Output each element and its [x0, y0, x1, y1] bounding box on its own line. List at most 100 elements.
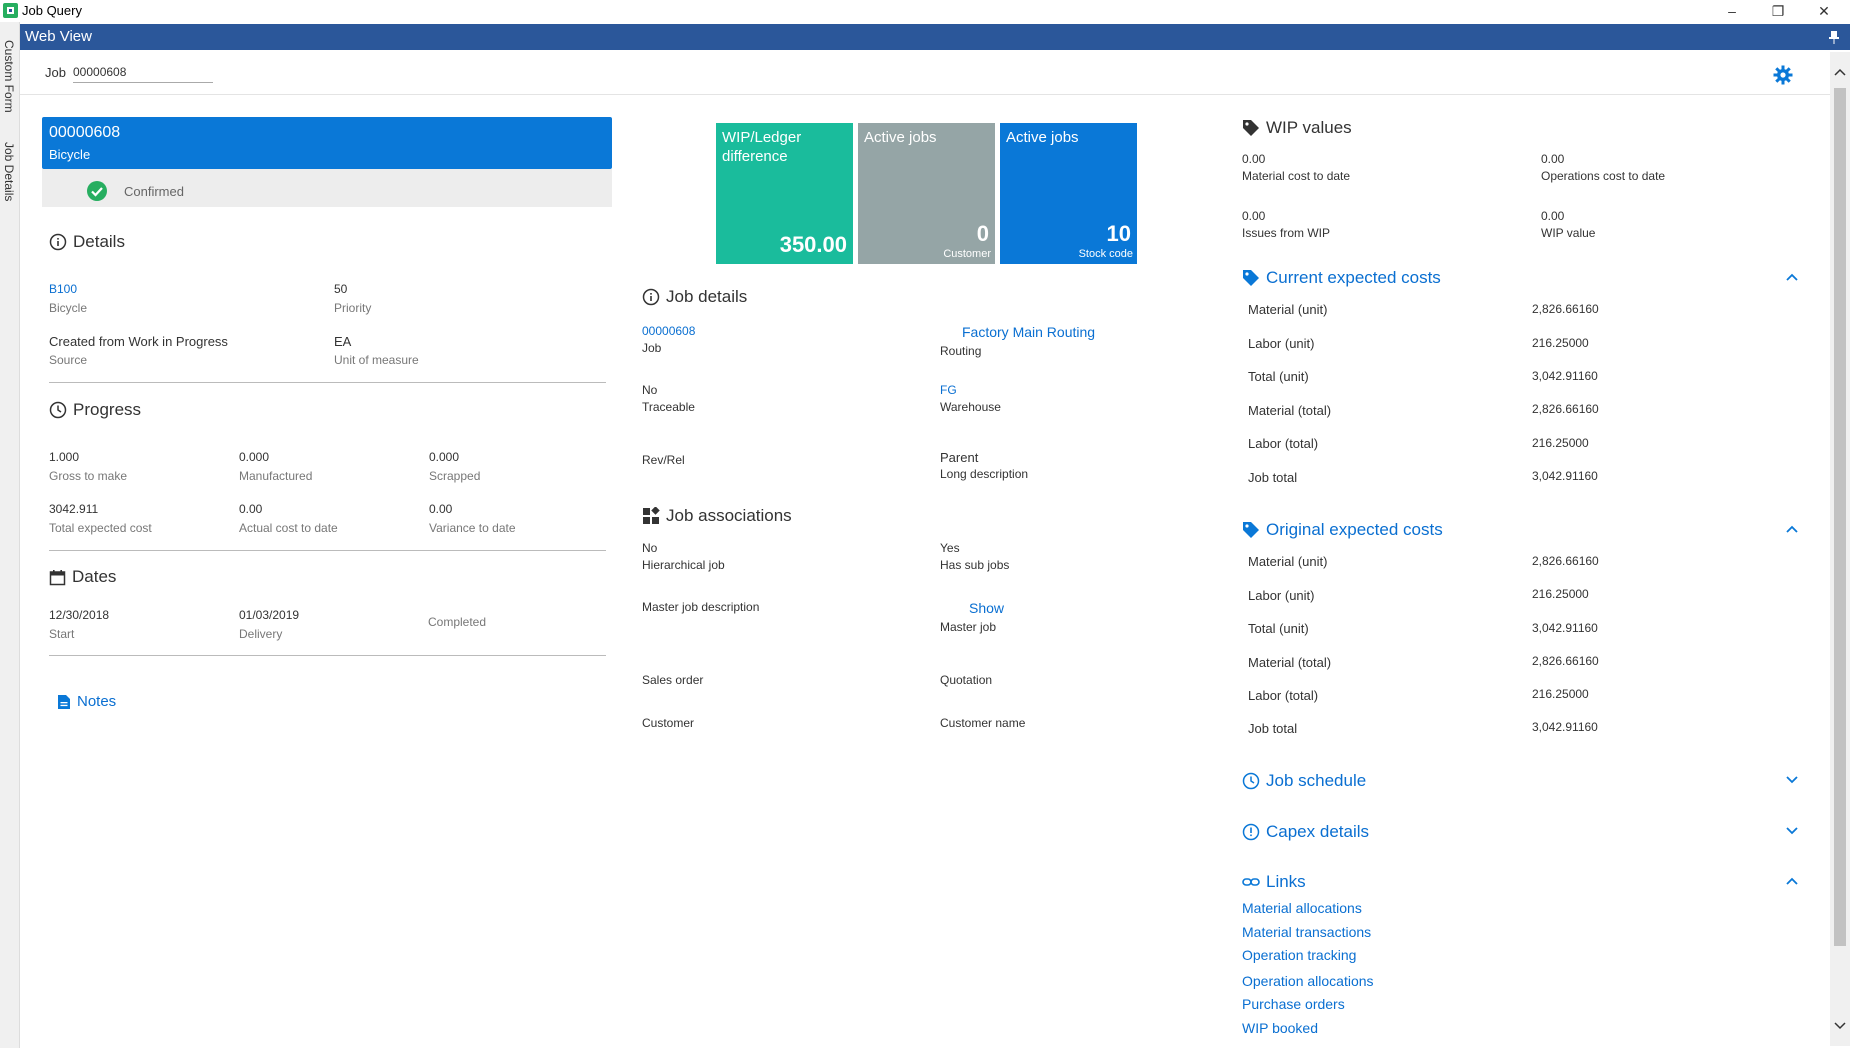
cost-row-label: Labor (total)	[1248, 436, 1319, 451]
chevron-up-icon[interactable]	[1785, 876, 1799, 886]
scroll-up-icon[interactable]	[1834, 68, 1846, 76]
tile-value: 10	[1106, 221, 1131, 246]
status-badge: Confirmed	[124, 184, 184, 199]
web-view-title: Web View	[25, 28, 92, 45]
web-view-header	[20, 24, 1850, 50]
rev-rel-label: Rev/Rel	[642, 453, 685, 467]
wip-value-label: WIP value	[1541, 226, 1596, 240]
pin-icon[interactable]	[1828, 30, 1840, 44]
tile-value: 350.00	[779, 232, 847, 257]
tile-title: Active jobs	[1006, 129, 1079, 146]
routing-link[interactable]: Factory Main Routing	[962, 324, 1096, 340]
scrapped-value: 0.000	[429, 450, 460, 464]
show-master-job-link[interactable]: Show	[969, 600, 1005, 616]
manufactured-value: 0.000	[239, 450, 270, 464]
current-expected-costs-header[interactable]: Current expected costs	[1242, 268, 1441, 288]
tile-title: WIP/Ledger difference	[722, 129, 802, 165]
link-operation-allocations[interactable]: Operation allocations	[1242, 973, 1374, 989]
actual-cost-label: Actual cost to date	[239, 521, 338, 535]
cost-row-value: 216.25000	[1532, 587, 1589, 601]
link-icon	[1242, 875, 1260, 889]
divider	[49, 550, 606, 551]
long-description-label: Long description	[940, 467, 1029, 481]
job-associations-heading: Job associations	[642, 506, 792, 526]
total-expected-cost-label: Total expected cost	[49, 521, 152, 535]
info-icon	[49, 233, 67, 251]
kpi-tile-active-jobs-customer[interactable]: Active jobs 0 Customer	[858, 123, 995, 264]
job-number-link[interactable]: 00000608	[642, 324, 696, 338]
job-input[interactable]	[73, 62, 213, 83]
status-row	[42, 169, 612, 207]
header-job-number: 00000608	[49, 124, 121, 141]
warehouse-link[interactable]: FG	[940, 383, 957, 397]
traceable-label: Traceable	[642, 400, 695, 414]
stock-code-link[interactable]: B100	[49, 282, 78, 296]
tile-subtitle: Stock code	[1078, 248, 1133, 260]
close-button[interactable]: ✕	[1818, 3, 1830, 19]
variance-value: 0.00	[429, 502, 453, 516]
total-expected-cost-value: 3042.911	[49, 502, 99, 516]
chevron-up-icon[interactable]	[1785, 272, 1799, 282]
traceable-value: No	[642, 383, 658, 397]
link-material-allocations[interactable]: Material allocations	[1242, 900, 1362, 916]
wip-values-heading: WIP values	[1242, 118, 1352, 138]
link-wip-booked[interactable]: WIP booked	[1242, 1020, 1319, 1036]
cost-row-label: Material (unit)	[1248, 302, 1328, 317]
parent-value: Parent	[940, 450, 979, 465]
kpi-tile-wip-ledger[interactable]: WIP/Ledger difference 350.00	[716, 123, 853, 264]
variance-label: Variance to date	[429, 521, 516, 535]
issues-from-wip-value: 0.00	[1242, 209, 1266, 223]
chevron-down-icon[interactable]	[1785, 775, 1799, 785]
cost-row-label: Job total	[1248, 721, 1298, 736]
chevron-up-icon[interactable]	[1785, 524, 1799, 534]
link-operation-tracking[interactable]: Operation tracking	[1242, 947, 1357, 963]
divider	[49, 382, 606, 383]
cost-row-value: 216.25000	[1532, 687, 1589, 701]
info-icon	[642, 288, 660, 306]
cost-row-value: 3,042.91160	[1532, 369, 1598, 383]
cost-row-label: Material (unit)	[1248, 554, 1328, 569]
gross-to-make-value: 1.000	[49, 450, 80, 464]
tile-title: Active jobs	[864, 129, 937, 146]
document-icon	[57, 694, 71, 710]
tab-job-details[interactable]: Job Details	[2, 142, 16, 202]
hierarchical-label: Hierarchical job	[642, 558, 725, 572]
divider	[49, 655, 606, 656]
alert-circle-icon	[1242, 823, 1260, 841]
operations-cost-to-date-label: Operations cost to date	[1541, 169, 1666, 183]
progress-heading: Progress	[49, 400, 141, 420]
issues-from-wip-label: Issues from WIP	[1242, 226, 1331, 240]
tab-custom-form[interactable]: Custom Form	[2, 40, 16, 113]
job-details-heading: Job details	[642, 287, 747, 307]
scroll-down-icon[interactable]	[1834, 1022, 1846, 1030]
chevron-down-icon[interactable]	[1785, 826, 1799, 836]
side-tab-strip: Custom Form Job Details	[0, 22, 20, 1048]
cost-row-value: 3,042.91160	[1532, 621, 1598, 635]
link-material-transactions[interactable]: Material transactions	[1242, 924, 1372, 940]
priority-value: 50	[334, 282, 348, 296]
warehouse-label: Warehouse	[940, 400, 1001, 414]
blocks-icon	[642, 507, 660, 525]
notes-link[interactable]: Notes	[57, 693, 116, 710]
material-cost-to-date-label: Material cost to date	[1242, 169, 1351, 183]
scrollbar-thumb[interactable]	[1834, 88, 1846, 946]
completed-label: Completed	[428, 615, 487, 629]
tag-icon	[1242, 521, 1260, 539]
original-expected-costs-header[interactable]: Original expected costs	[1242, 520, 1443, 540]
restore-button[interactable]: ❐	[1771, 3, 1785, 19]
gear-icon[interactable]	[1773, 65, 1793, 85]
cost-row-value: 216.25000	[1532, 436, 1589, 450]
minimize-button[interactable]: –	[1728, 3, 1736, 19]
kpi-tile-active-jobs-stock[interactable]: Active jobs 10 Stock code	[1000, 123, 1137, 264]
job-schedule-header[interactable]: Job schedule	[1242, 771, 1366, 791]
cost-row-label: Labor (unit)	[1248, 588, 1315, 603]
job-bar-divider	[20, 94, 1830, 95]
master-job-label: Master job	[940, 620, 997, 634]
cost-row-label: Material (total)	[1248, 403, 1332, 418]
links-header[interactable]: Links	[1242, 872, 1306, 892]
actual-cost-value: 0.00	[239, 502, 263, 516]
cost-row-label: Total (unit)	[1248, 369, 1309, 384]
link-purchase-orders[interactable]: Purchase orders	[1242, 996, 1345, 1012]
cost-row-label: Material (total)	[1248, 655, 1332, 670]
capex-details-header[interactable]: Capex details	[1242, 822, 1369, 842]
